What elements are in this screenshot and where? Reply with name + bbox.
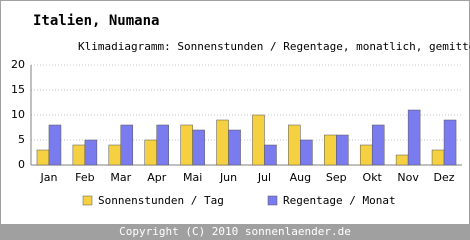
bar — [264, 144, 277, 166]
footer: Copyright (C) 2010 sonnenlaender.de — [119, 225, 351, 238]
bar — [431, 149, 445, 166]
x-tick-label: Feb — [75, 171, 94, 184]
x-tick-label: Nov — [397, 171, 419, 184]
bar — [84, 139, 98, 166]
bar — [300, 139, 313, 166]
x-tick-label: Aug — [290, 171, 311, 184]
legend-label: Regentage / Monat — [283, 194, 396, 207]
x-tick-label: Jan — [39, 171, 57, 184]
bar — [443, 119, 457, 166]
bar — [108, 144, 122, 166]
x-tick-label: Dez — [434, 171, 455, 184]
bar — [36, 149, 50, 166]
bar — [252, 114, 265, 166]
bar — [216, 119, 229, 166]
bar — [359, 144, 373, 166]
bar — [395, 154, 409, 166]
bar — [371, 124, 385, 166]
bar — [288, 124, 301, 166]
legend-label: Sonnenstunden / Tag — [98, 194, 224, 207]
bar — [120, 124, 134, 166]
y-tick-label: 0 — [18, 158, 25, 171]
x-tick-label: Apr — [147, 171, 167, 184]
bar — [48, 124, 62, 166]
bar — [192, 129, 205, 166]
y-tick-label: 10 — [11, 108, 25, 121]
legend-swatch — [82, 195, 93, 206]
bar — [144, 139, 157, 166]
legend-swatch — [267, 195, 278, 206]
x-tick-label: Okt — [363, 171, 383, 184]
bar — [336, 134, 349, 166]
chart-title: Italien, Numana — [33, 13, 159, 29]
bar — [228, 129, 241, 166]
bar — [72, 144, 86, 166]
y-tick-label: 20 — [11, 58, 25, 71]
bar — [407, 109, 421, 166]
bar — [180, 124, 193, 166]
x-tick-label: Jul — [257, 171, 271, 184]
x-tick-label: Mai — [183, 171, 202, 184]
x-tick-label: Mar — [110, 171, 131, 184]
bar — [156, 124, 169, 166]
x-tick-label: Jun — [219, 171, 237, 184]
bar — [324, 134, 337, 166]
y-tick-label: 15 — [11, 83, 25, 96]
y-tick-label: 5 — [18, 133, 25, 146]
footer-bar — [1, 224, 469, 239]
x-tick-label: Sep — [326, 171, 347, 184]
chart-subtitle: Klimadiagramm: Sonnenstunden / Regentage… — [78, 40, 470, 53]
